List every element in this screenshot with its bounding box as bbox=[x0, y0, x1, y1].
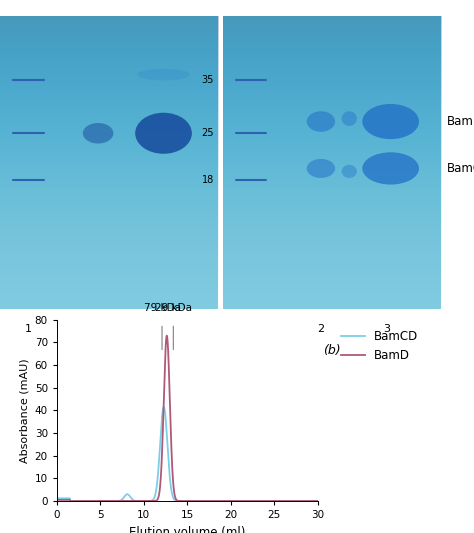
Ellipse shape bbox=[307, 159, 335, 178]
Line: BamD: BamD bbox=[57, 336, 318, 501]
BamCD bbox=[101, 498, 107, 504]
Ellipse shape bbox=[307, 111, 335, 132]
BamD bbox=[101, 498, 107, 504]
BamD bbox=[54, 497, 60, 503]
Legend: BamCD, BamD: BamCD, BamD bbox=[337, 326, 423, 367]
BamD bbox=[282, 498, 287, 504]
BamD bbox=[268, 498, 274, 504]
Text: 79 kDa: 79 kDa bbox=[144, 303, 181, 312]
Text: BamD: BamD bbox=[225, 127, 261, 140]
Line: BamCD: BamCD bbox=[57, 407, 318, 501]
Text: 18: 18 bbox=[202, 175, 214, 185]
Text: 25: 25 bbox=[201, 128, 214, 138]
BamCD bbox=[210, 498, 216, 504]
Text: (a): (a) bbox=[100, 344, 118, 357]
BamD bbox=[210, 498, 216, 504]
Text: BamD: BamD bbox=[447, 115, 474, 128]
Text: (b): (b) bbox=[323, 344, 341, 357]
BamCD bbox=[154, 485, 159, 491]
BamCD bbox=[224, 498, 229, 504]
BamCD bbox=[302, 498, 308, 504]
Ellipse shape bbox=[83, 123, 113, 143]
Text: BamC: BamC bbox=[447, 162, 474, 175]
Ellipse shape bbox=[137, 69, 190, 80]
BamD bbox=[224, 498, 229, 504]
Ellipse shape bbox=[135, 112, 192, 154]
FancyBboxPatch shape bbox=[223, 16, 441, 309]
BamCD bbox=[54, 495, 60, 502]
BamD bbox=[164, 333, 170, 339]
X-axis label: Elution volume (ml): Elution volume (ml) bbox=[129, 526, 246, 533]
Ellipse shape bbox=[362, 152, 419, 184]
Text: 3: 3 bbox=[160, 324, 167, 334]
BamCD bbox=[161, 404, 167, 410]
FancyBboxPatch shape bbox=[0, 16, 218, 309]
BamD bbox=[154, 497, 159, 504]
Text: 35: 35 bbox=[201, 76, 214, 85]
Y-axis label: Absorbance (mAU): Absorbance (mAU) bbox=[19, 358, 29, 463]
Text: 1: 1 bbox=[25, 324, 32, 334]
Text: 3: 3 bbox=[383, 324, 390, 334]
Ellipse shape bbox=[342, 111, 357, 126]
Ellipse shape bbox=[342, 165, 357, 178]
Text: 2: 2 bbox=[317, 324, 325, 334]
Text: 29 kDa: 29 kDa bbox=[155, 303, 192, 312]
BamCD bbox=[248, 498, 254, 504]
BamCD bbox=[315, 498, 320, 504]
Text: 1: 1 bbox=[247, 324, 255, 334]
BamD bbox=[315, 498, 320, 504]
BamD bbox=[248, 498, 254, 504]
Ellipse shape bbox=[362, 104, 419, 139]
BamCD bbox=[268, 498, 274, 504]
Text: 2: 2 bbox=[94, 324, 102, 334]
